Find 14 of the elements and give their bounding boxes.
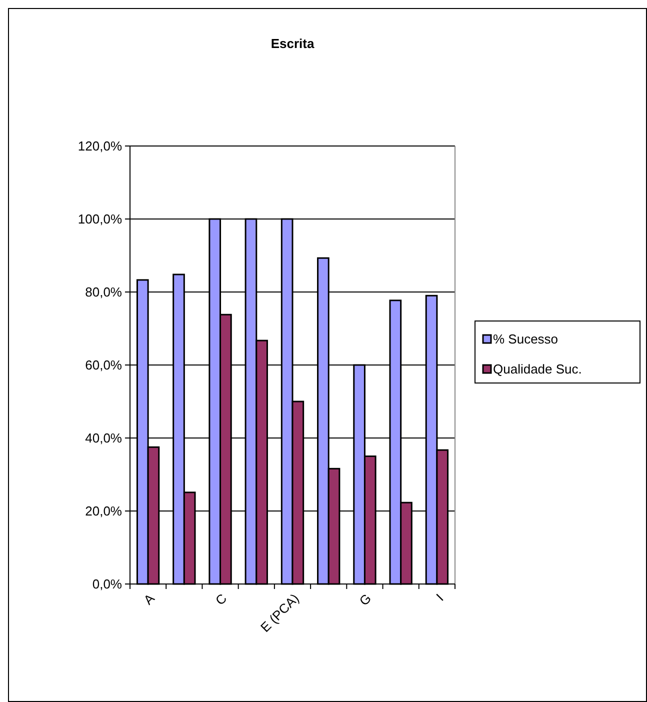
y-tick-label: 120,0% — [78, 138, 122, 154]
y-tick-label: 80,0% — [85, 284, 122, 300]
x-tick-label: G — [356, 590, 374, 608]
y-tick-label: 60,0% — [85, 358, 122, 373]
x-tick-label: C — [212, 590, 230, 608]
y-tick-label: 20,0% — [85, 504, 122, 519]
x-tick-label: A — [140, 590, 158, 608]
y-tick-label: 40,0% — [85, 430, 122, 446]
legend-label: Qualidade Suc. — [493, 362, 582, 377]
y-tick-label: 100,0% — [78, 212, 122, 227]
y-tick-label: 0,0% — [92, 576, 122, 592]
chart-title: Escrita — [270, 36, 315, 51]
legend-label: % Sucesso — [493, 332, 558, 347]
x-tick-label: I — [433, 590, 446, 604]
